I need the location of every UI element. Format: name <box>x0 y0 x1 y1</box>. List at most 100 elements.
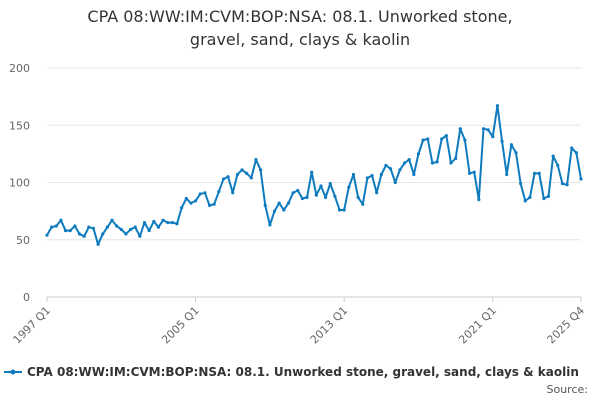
data-point[interactable] <box>398 168 402 172</box>
data-point[interactable] <box>430 161 435 165</box>
data-point[interactable] <box>286 201 291 205</box>
data-point[interactable] <box>305 195 309 199</box>
data-point[interactable] <box>73 224 77 228</box>
data-point[interactable] <box>231 191 235 195</box>
data-point[interactable] <box>240 168 244 172</box>
data-point[interactable] <box>454 156 458 161</box>
data-point[interactable] <box>472 170 476 174</box>
data-point[interactable] <box>347 185 351 189</box>
data-point[interactable] <box>133 225 137 229</box>
data-point[interactable] <box>444 133 448 138</box>
data-point[interactable] <box>570 146 574 150</box>
data-point[interactable] <box>379 172 383 177</box>
data-point[interactable] <box>556 163 560 167</box>
data-point[interactable] <box>142 220 147 225</box>
data-point[interactable] <box>314 193 318 197</box>
data-point[interactable] <box>523 199 527 203</box>
data-point[interactable] <box>59 218 63 222</box>
data-point[interactable] <box>342 208 346 212</box>
data-point[interactable] <box>351 172 356 177</box>
data-point[interactable] <box>574 151 578 155</box>
data-point[interactable] <box>226 175 230 179</box>
data-point[interactable] <box>491 135 495 139</box>
data-point[interactable] <box>495 104 500 108</box>
data-point[interactable] <box>384 163 388 167</box>
data-point[interactable] <box>105 225 109 229</box>
data-point[interactable] <box>375 191 379 195</box>
data-point[interactable] <box>277 201 281 205</box>
data-point[interactable] <box>407 158 411 162</box>
data-point[interactable] <box>96 242 100 246</box>
data-point[interactable] <box>87 225 91 229</box>
data-point[interactable] <box>328 182 332 186</box>
data-point[interactable] <box>82 234 86 238</box>
data-point[interactable] <box>393 180 397 185</box>
data-point[interactable] <box>551 154 555 158</box>
data-point[interactable] <box>324 195 328 199</box>
data-point[interactable] <box>115 224 119 228</box>
data-point[interactable] <box>272 209 277 213</box>
data-point[interactable] <box>235 172 239 177</box>
data-point[interactable] <box>542 196 546 201</box>
data-point[interactable] <box>245 171 249 175</box>
data-point[interactable] <box>101 232 105 236</box>
data-point[interactable] <box>268 223 272 227</box>
data-point[interactable] <box>207 203 212 207</box>
data-point[interactable] <box>486 128 490 132</box>
data-point[interactable] <box>421 138 425 142</box>
data-point[interactable] <box>310 170 314 174</box>
data-point[interactable] <box>560 182 565 186</box>
data-point[interactable] <box>514 151 518 155</box>
data-point[interactable] <box>203 191 207 195</box>
data-point[interactable] <box>389 167 393 171</box>
data-point[interactable] <box>546 194 551 198</box>
data-point[interactable] <box>263 203 267 207</box>
data-point[interactable] <box>337 208 342 212</box>
data-point[interactable] <box>119 227 123 232</box>
data-point[interactable] <box>449 161 453 165</box>
data-point[interactable] <box>77 232 82 236</box>
data-point[interactable] <box>477 198 481 202</box>
data-point[interactable] <box>161 218 165 222</box>
data-point[interactable] <box>147 228 151 233</box>
data-point[interactable] <box>68 228 72 233</box>
data-point[interactable] <box>435 160 439 164</box>
data-point[interactable] <box>365 176 369 180</box>
data-point[interactable] <box>300 196 304 201</box>
legend[interactable]: CPA 08:WW:IM:CVM:BOP:NSA: 08.1. Unworked… <box>4 365 579 379</box>
data-point[interactable] <box>426 137 430 141</box>
data-point[interactable] <box>291 191 295 195</box>
data-point[interactable] <box>184 196 188 201</box>
data-point[interactable] <box>440 137 444 141</box>
data-point[interactable] <box>412 172 416 177</box>
data-point[interactable] <box>579 177 583 181</box>
data-point[interactable] <box>519 182 523 186</box>
data-point[interactable] <box>193 199 198 203</box>
data-point[interactable] <box>170 220 174 225</box>
data-point[interactable] <box>565 183 569 187</box>
data-point[interactable] <box>254 158 258 162</box>
data-point[interactable] <box>296 188 300 193</box>
data-point[interactable] <box>91 226 96 230</box>
data-point[interactable] <box>458 127 462 131</box>
data-point[interactable] <box>249 176 253 180</box>
data-point[interactable] <box>532 171 537 175</box>
data-point[interactable] <box>361 202 365 206</box>
data-point[interactable] <box>189 201 193 205</box>
data-point[interactable] <box>505 172 509 177</box>
data-point[interactable] <box>217 190 221 194</box>
data-point[interactable] <box>537 171 541 175</box>
data-point[interactable] <box>356 195 360 199</box>
data-point[interactable] <box>180 206 184 210</box>
data-point[interactable] <box>333 194 337 198</box>
data-point[interactable] <box>259 168 263 172</box>
data-point[interactable] <box>50 225 54 229</box>
data-point[interactable] <box>152 219 156 224</box>
data-point[interactable] <box>221 177 226 181</box>
data-point[interactable] <box>124 232 128 236</box>
data-point[interactable] <box>416 152 421 156</box>
data-point[interactable] <box>467 171 472 175</box>
data-point[interactable] <box>54 224 58 228</box>
data-point[interactable] <box>402 161 407 165</box>
data-point[interactable] <box>110 218 114 222</box>
